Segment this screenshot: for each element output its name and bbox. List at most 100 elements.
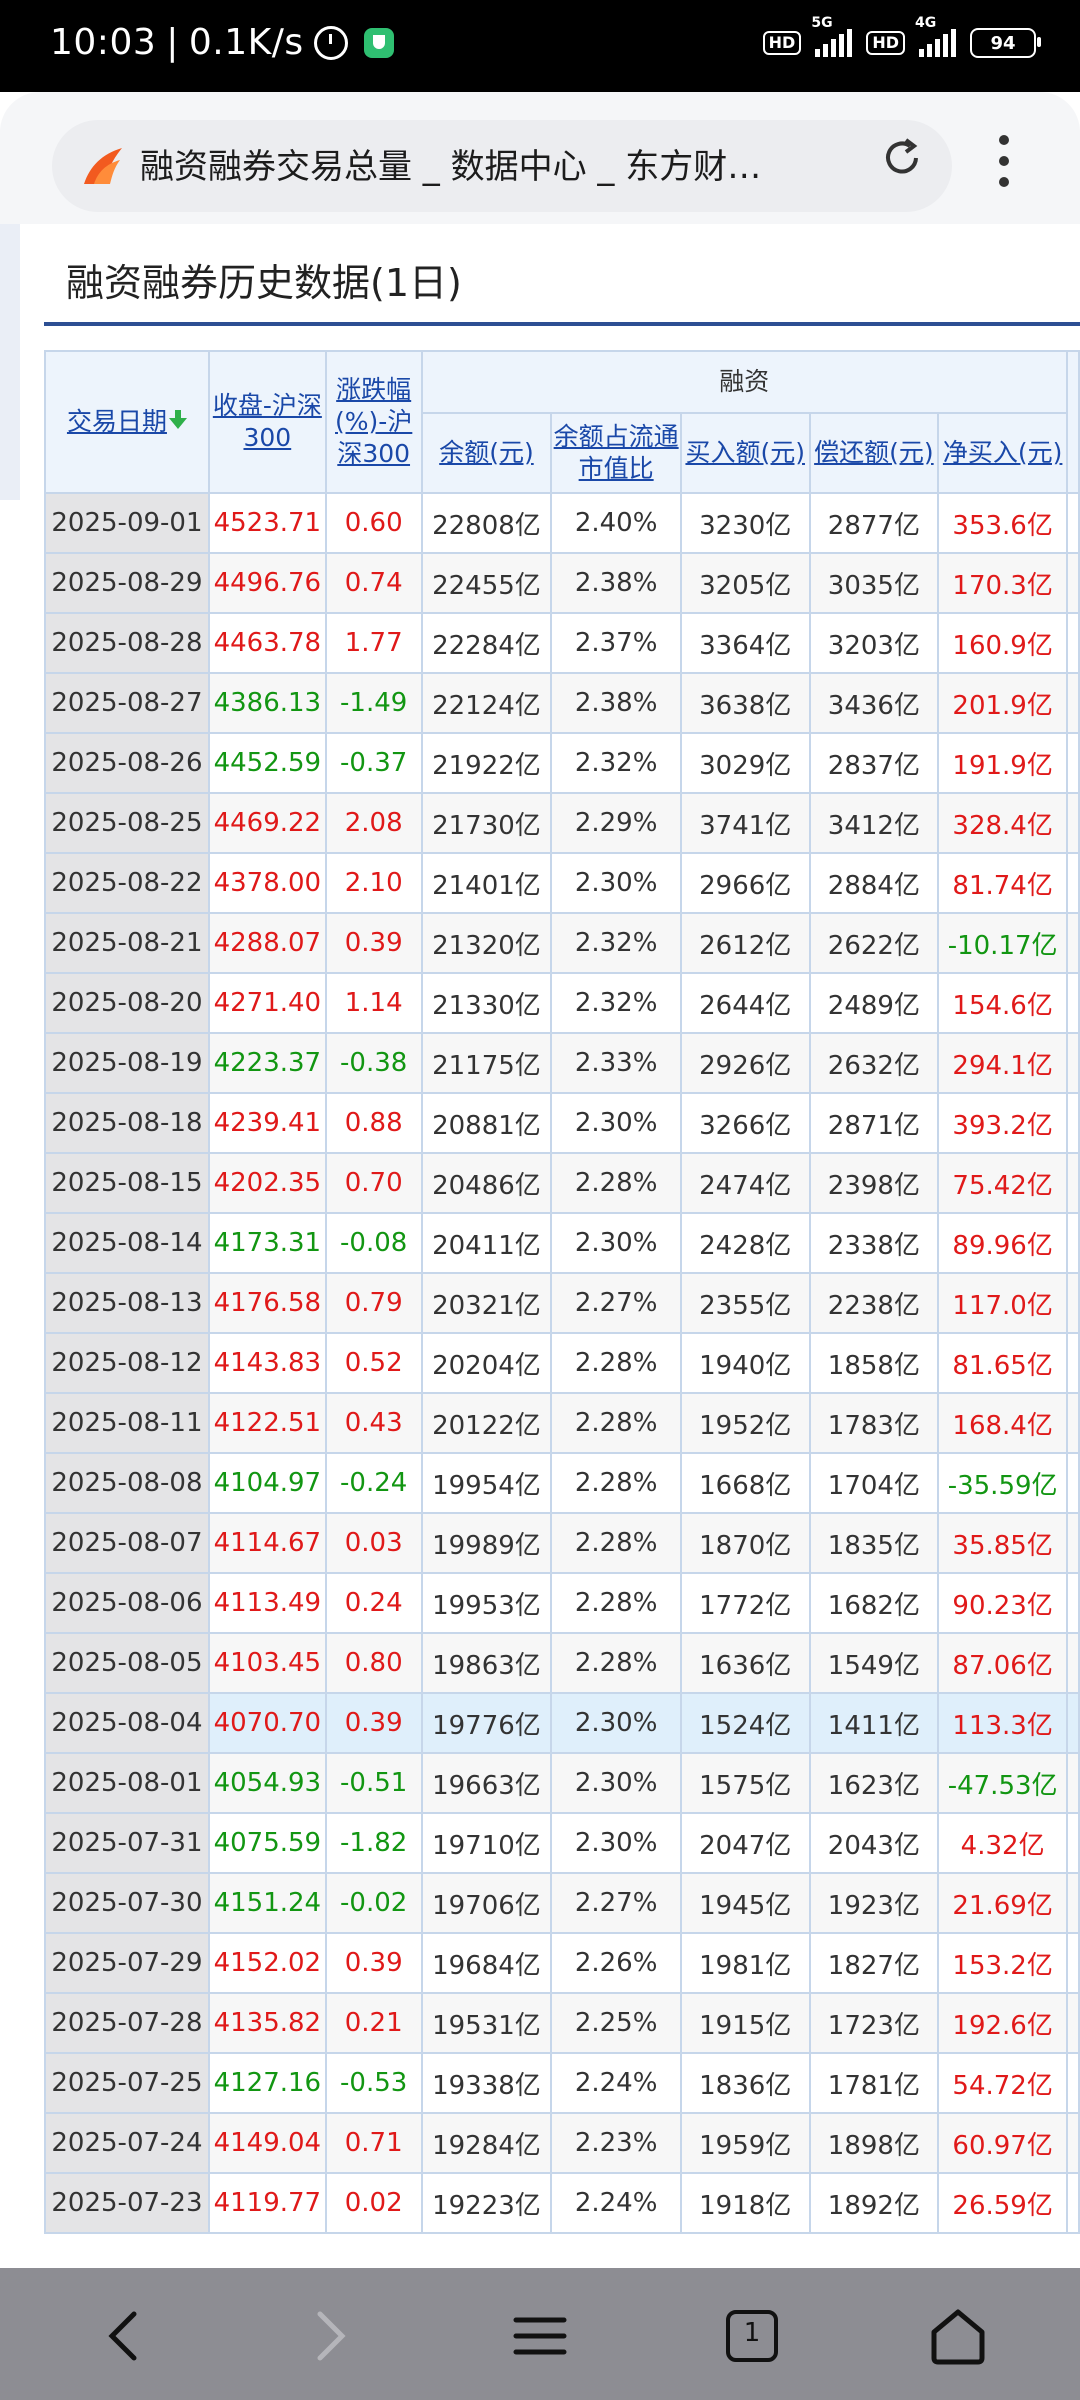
table-row[interactable]: 2025-08-15 4202.35 0.70 20486亿 2.28% 2474亿 239…	[44, 1152, 1080, 1214]
table-row[interactable]: 2025-08-08 4104.97 -0.24 19954亿 2.28% 1668亿 17…	[44, 1452, 1080, 1514]
group-label: 融资	[719, 367, 770, 396]
sort-repay-link[interactable]: 偿还额(元)	[814, 438, 934, 467]
table-row[interactable]: 2025-08-20 4271.40 1.14 21330亿 2.32% 2644亿 248…	[44, 972, 1080, 1034]
cell-change: 0.24	[324, 1572, 423, 1634]
table-row[interactable]: 2025-08-18 4239.41 0.88 20881亿 2.30% 3266亿 287…	[44, 1092, 1080, 1154]
cell-edge	[1066, 1872, 1080, 1934]
table-row[interactable]: 2025-08-29 4496.76 0.74 22455亿 2.38% 3205亿 303…	[44, 552, 1080, 614]
table-row[interactable]: 2025-08-11 4122.51 0.43 20122亿 2.28% 1952亿 178…	[44, 1392, 1080, 1454]
cell-edge	[1066, 1092, 1080, 1154]
cell-close: 4054.93	[207, 1752, 327, 1814]
cell-close: 4463.78	[207, 612, 327, 674]
cell-repay: 3436亿	[808, 672, 940, 734]
cell-edge	[1066, 1032, 1080, 1094]
col-header-next	[1066, 350, 1080, 494]
cell-buy: 2047亿	[679, 1812, 811, 1874]
col-header-close[interactable]: 收盘-沪深300	[207, 350, 327, 494]
table-row[interactable]: 2025-07-24 4149.04 0.71 19284亿 2.23% 1959亿 189…	[44, 2112, 1080, 2174]
table-row[interactable]: 2025-08-13 4176.58 0.79 20321亿 2.27% 2355亿 223…	[44, 1272, 1080, 1334]
sort-balance-link[interactable]: 余额(元)	[439, 438, 534, 467]
table-row[interactable]: 2025-07-29 4152.02 0.39 19684亿 2.26% 1981亿 182…	[44, 1932, 1080, 1994]
col-header-date[interactable]: 交易日期	[44, 350, 210, 494]
table-row[interactable]: 2025-08-28 4463.78 1.77 22284亿 2.37% 3364亿 320…	[44, 612, 1080, 674]
cell-balance: 20122亿	[420, 1392, 553, 1454]
cell-balance: 21320亿	[420, 912, 553, 974]
cell-ratio: 2.38%	[550, 552, 682, 614]
shield-icon	[363, 27, 394, 58]
col-header-balance[interactable]: 余额(元)	[420, 412, 553, 494]
col-header-change[interactable]: 涨跌幅(%)-沪深300	[324, 350, 423, 494]
cell-date: 2025-08-13	[44, 1272, 210, 1334]
table-row[interactable]: 2025-07-23 4119.77 0.02 19223亿 2.24% 1918亿 189…	[44, 2172, 1080, 2234]
table-row[interactable]: 2025-08-05 4103.45 0.80 19863亿 2.28% 1636亿 154…	[44, 1632, 1080, 1694]
cell-repay: 2871亿	[808, 1092, 940, 1154]
cell-net: 113.3亿	[937, 1692, 1069, 1754]
address-text[interactable]: 融资融券交易总量 _ 数据中心 _ 东方财…	[140, 147, 762, 187]
col-header-buy[interactable]: 买入额(元)	[679, 412, 811, 494]
cell-repay: 2489亿	[808, 972, 940, 1034]
cell-date: 2025-07-25	[44, 2052, 210, 2114]
cell-close: 4378.00	[207, 852, 327, 914]
cell-date: 2025-08-18	[44, 1092, 210, 1154]
cell-net: 170.3亿	[937, 552, 1069, 614]
table-row[interactable]: 2025-07-28 4135.82 0.21 19531亿 2.25% 1915亿 172…	[44, 1992, 1080, 2054]
cell-balance: 20881亿	[420, 1092, 553, 1154]
cell-buy: 2474亿	[679, 1152, 811, 1214]
side-strip	[0, 224, 20, 500]
more-menu-icon[interactable]	[992, 134, 1016, 188]
cell-change: 0.39	[324, 1692, 423, 1754]
cell-buy: 1575亿	[679, 1752, 811, 1814]
table-row[interactable]: 2025-08-25 4469.22 2.08 21730亿 2.29% 3741亿 341…	[44, 792, 1080, 854]
reload-icon[interactable]	[880, 136, 924, 180]
back-icon[interactable]	[94, 2304, 158, 2368]
cell-change: -0.02	[324, 1872, 423, 1934]
table-row[interactable]: 2025-08-12 4143.83 0.52 20204亿 2.28% 1940亿 185…	[44, 1332, 1080, 1394]
status-speed: 0.1K/s	[188, 22, 304, 63]
table-row[interactable]: 2025-08-06 4113.49 0.24 19953亿 2.28% 1772亿 168…	[44, 1572, 1080, 1634]
cell-balance: 19684亿	[420, 1932, 553, 1994]
col-header-net[interactable]: 净买入(元)	[937, 412, 1069, 494]
table-row[interactable]: 2025-08-07 4114.67 0.03 19989亿 2.28% 1870亿 183…	[44, 1512, 1080, 1574]
cell-net: 26.59亿	[937, 2172, 1069, 2234]
col-header-ratio[interactable]: 余额占流通市值比	[550, 412, 682, 494]
table-row[interactable]: 2025-08-04 4070.70 0.39 19776亿 2.30% 1524亿 141…	[44, 1692, 1080, 1754]
table-row[interactable]: 2025-08-22 4378.00 2.10 21401亿 2.30% 2966亿 288…	[44, 852, 1080, 914]
sort-down-icon[interactable]	[168, 409, 187, 429]
cell-repay: 3035亿	[808, 552, 940, 614]
sort-close-link[interactable]: 收盘-沪深300	[212, 391, 322, 452]
table-row[interactable]: 2025-07-31 4075.59 -1.82 19710亿 2.30% 2047亿 20…	[44, 1812, 1080, 1874]
tabs-icon[interactable]	[720, 2304, 784, 2368]
cell-ratio: 2.30%	[550, 1692, 682, 1754]
sort-net-link[interactable]: 净买入(元)	[942, 438, 1063, 467]
table-row[interactable]: 2025-08-26 4452.59 -0.37 21922亿 2.32% 3029亿 28…	[44, 732, 1080, 794]
forward-icon[interactable]	[296, 2304, 360, 2368]
sort-change-link[interactable]: 涨跌幅(%)-沪深300	[335, 375, 413, 468]
cell-balance: 21330亿	[420, 972, 553, 1034]
cell-ratio: 2.38%	[550, 672, 682, 734]
cell-balance: 19531亿	[420, 1992, 553, 2054]
cell-change: 0.02	[324, 2172, 423, 2234]
cell-close: 4122.51	[207, 1392, 327, 1454]
sort-date-link[interactable]: 交易日期	[66, 407, 167, 436]
cell-net: -10.17亿	[937, 912, 1069, 974]
table-row[interactable]: 2025-07-30 4151.24 -0.02 19706亿 2.27% 1945亿 19…	[44, 1872, 1080, 1934]
table-row[interactable]: 2025-08-14 4173.31 -0.08 20411亿 2.30% 2428亿 23…	[44, 1212, 1080, 1274]
col-header-repay[interactable]: 偿还额(元)	[808, 412, 940, 494]
sort-buy-link[interactable]: 买入额(元)	[685, 438, 805, 467]
address-bar[interactable]: 融资融券交易总量 _ 数据中心 _ 东方财…	[52, 120, 952, 212]
bottom-navigation: 1	[0, 2268, 1080, 2400]
table-row[interactable]: 2025-08-19 4223.37 -0.38 21175亿 2.33% 2926亿 26…	[44, 1032, 1080, 1094]
cell-edge	[1066, 1932, 1080, 1994]
cell-edge	[1066, 1452, 1080, 1514]
cell-ratio: 2.28%	[550, 1392, 682, 1454]
table-row[interactable]: 2025-09-01 4523.71 0.60 22808亿 2.40% 3230亿 287…	[44, 492, 1080, 554]
table-row[interactable]: 2025-08-21 4288.07 0.39 21320亿 2.32% 2612亿 262…	[44, 912, 1080, 974]
home-icon[interactable]	[926, 2304, 990, 2368]
table-row[interactable]: 2025-07-25 4127.16 -0.53 19338亿 2.24% 1836亿 17…	[44, 2052, 1080, 2114]
menu-icon[interactable]	[508, 2304, 572, 2368]
cell-buy: 3364亿	[679, 612, 811, 674]
table-row[interactable]: 2025-08-27 4386.13 -1.49 22124亿 2.38% 3638亿 34…	[44, 672, 1080, 734]
tabs-button[interactable]: 1	[720, 2304, 784, 2368]
table-row[interactable]: 2025-08-01 4054.93 -0.51 19663亿 2.30% 1575亿 16…	[44, 1752, 1080, 1814]
sort-ratio-link[interactable]: 余额占流通市值比	[553, 422, 679, 483]
